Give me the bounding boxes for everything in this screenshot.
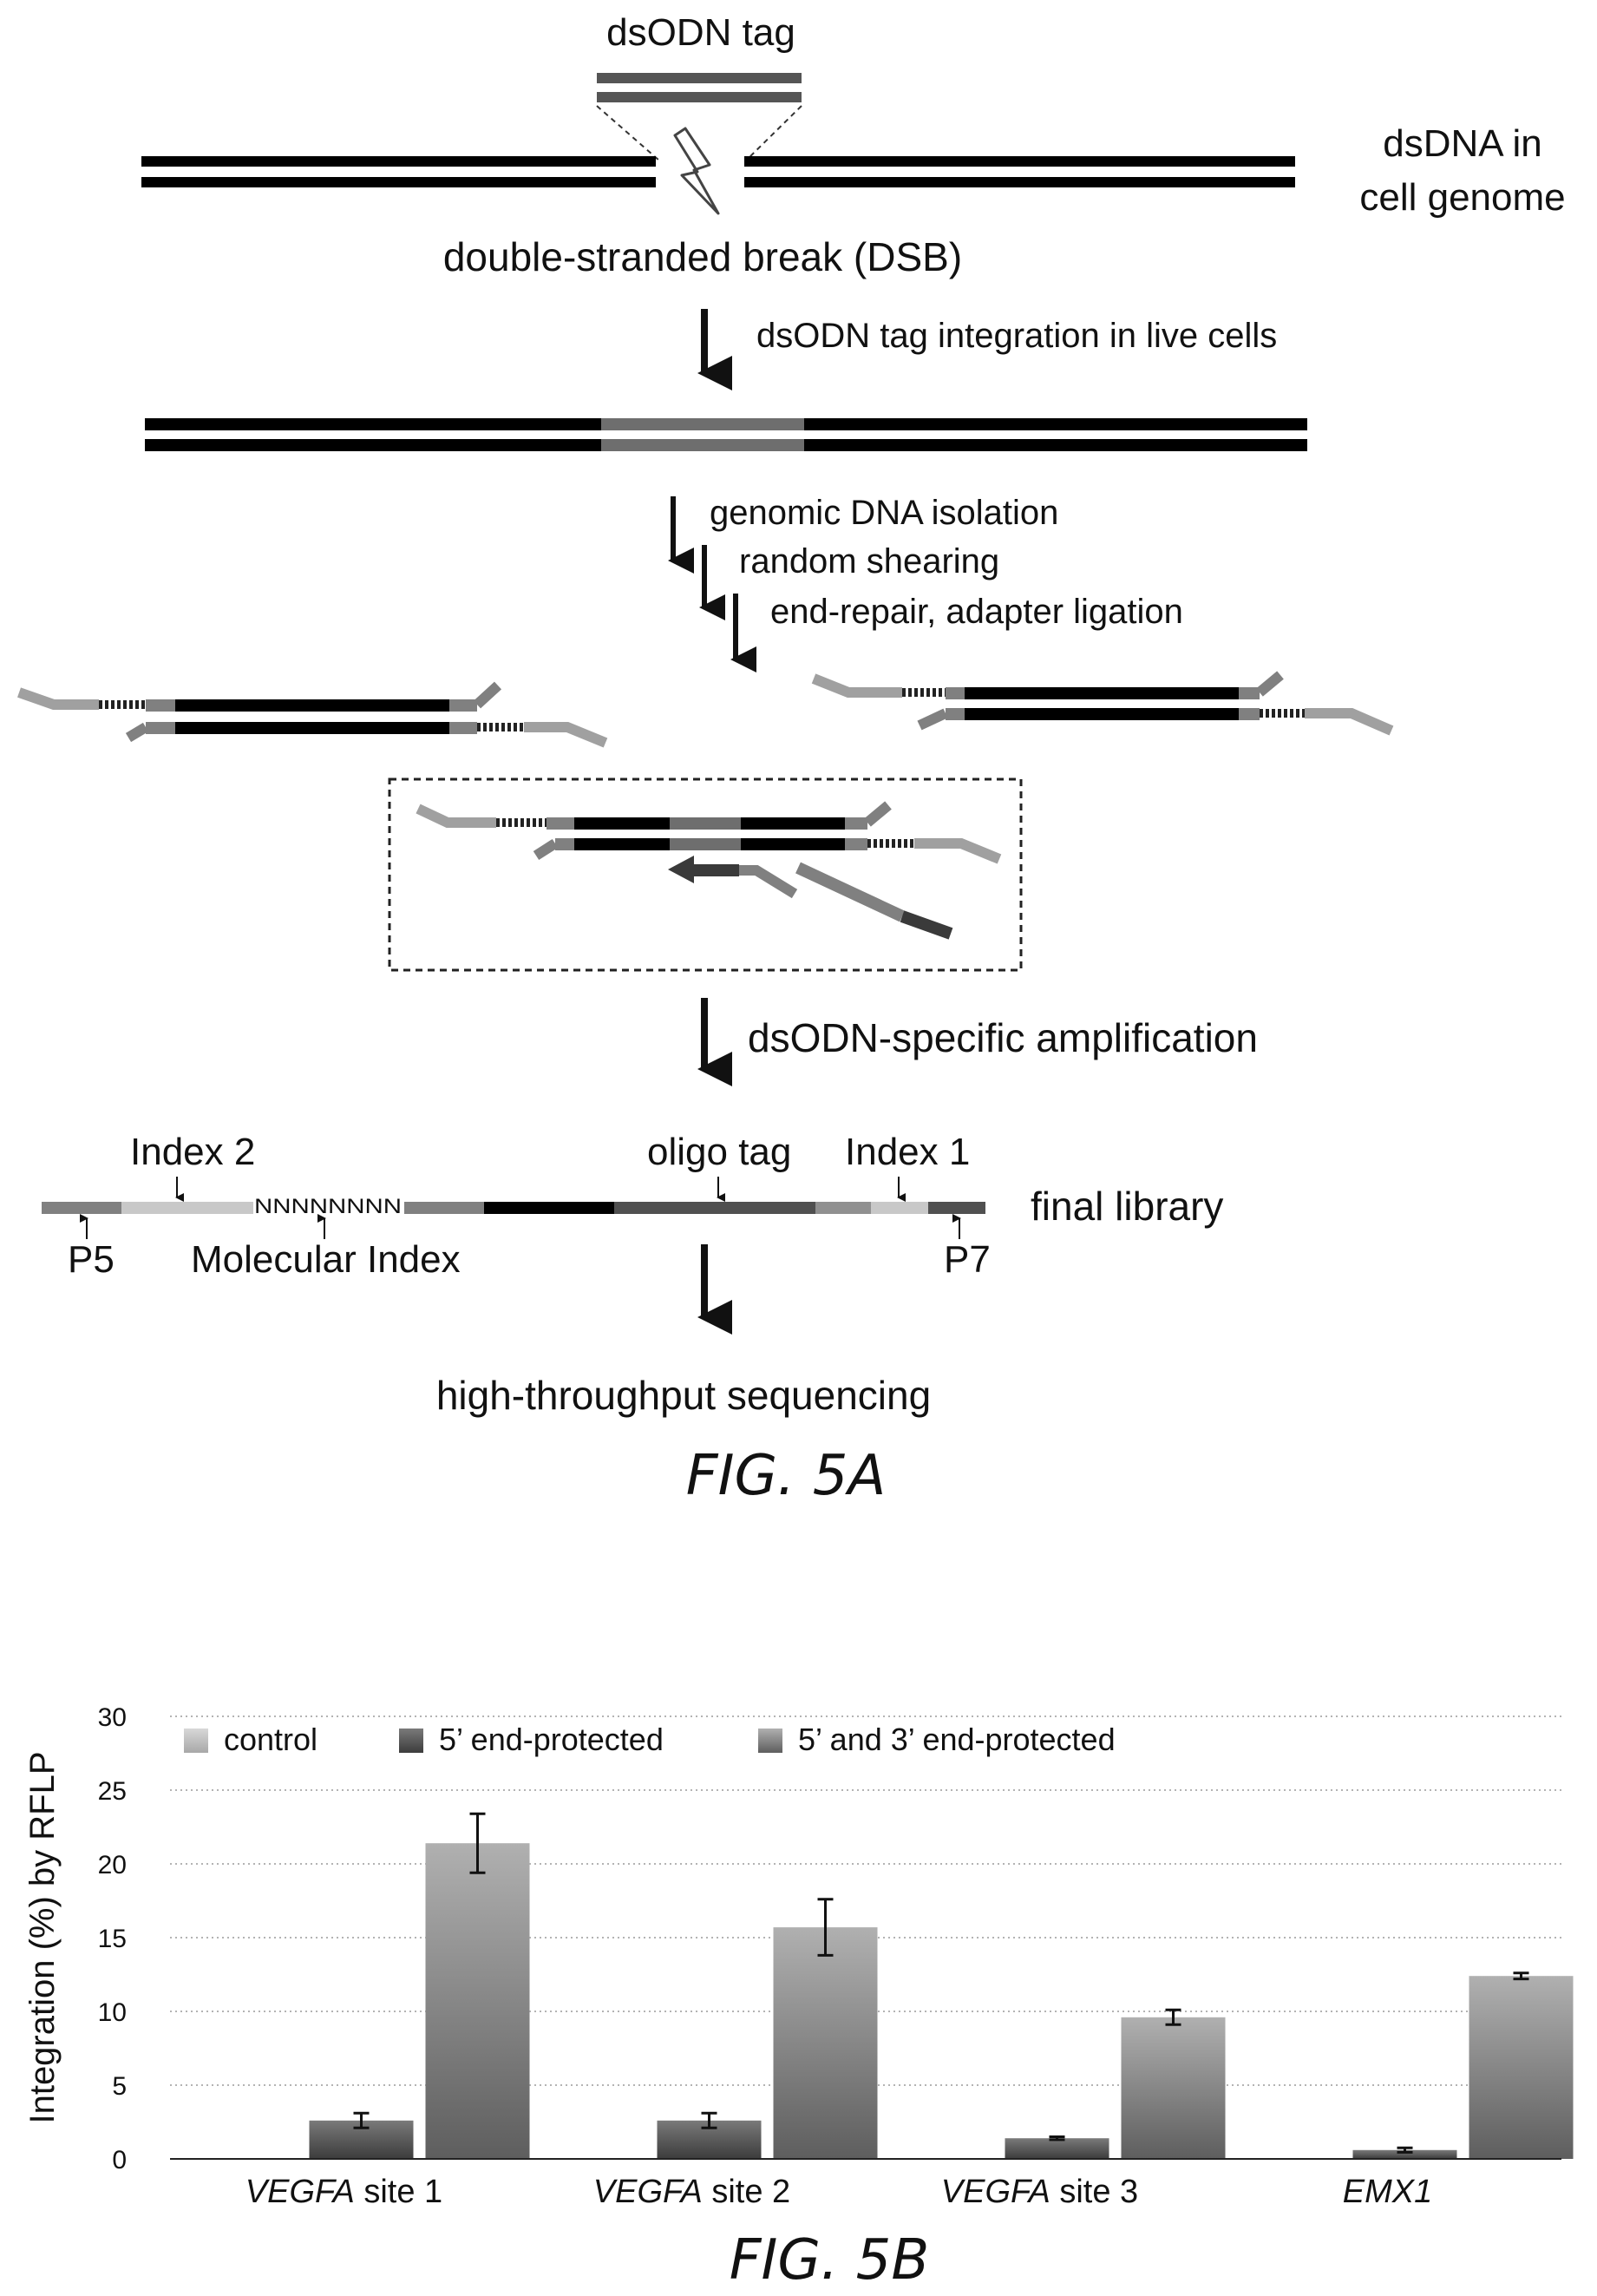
sheared-fragment-right [811, 671, 1394, 736]
integrated-top-strand-right [804, 418, 1307, 430]
tag-insert-line-right [745, 105, 802, 161]
integrated-top-strand-left [145, 418, 601, 430]
step-shearing-label: random shearing [739, 542, 999, 581]
y-tick-label: 5 [112, 2072, 127, 2101]
x-category-label: VEGFA site 2 [593, 2174, 790, 2210]
p5-label: P5 [68, 1238, 115, 1281]
dsodn-tag-label: dsODN tag [606, 11, 795, 54]
bar [1352, 2149, 1457, 2159]
final-library-construct [42, 1202, 985, 1214]
index2-label: Index 2 [130, 1131, 255, 1173]
legend-label: control [224, 1722, 317, 1757]
y-tick-label: 0 [112, 2146, 127, 2175]
step-sequencing-label: high-throughput sequencing [436, 1373, 931, 1418]
legend-swatch [758, 1729, 782, 1753]
bar [1469, 1976, 1574, 2159]
fig-5b-bar-chart: 0 5 10 15 20 25 30 VEGFA site 1 VEGFA site 2 VEG… [23, 1703, 1574, 2210]
x-category-label: VEGFA site 3 [941, 2174, 1138, 2210]
y-tick-label: 30 [98, 1703, 127, 1732]
dsb-label: double-stranded break (DSB) [443, 234, 962, 279]
genome-label-line2: cell genome [1359, 176, 1565, 219]
integrated-bottom-strand-left [145, 439, 601, 451]
sheared-fragment-left [17, 681, 608, 748]
bar [1121, 2017, 1226, 2159]
step-ligation-label: end-repair, adapter ligation [770, 593, 1183, 631]
fig-5a-caption: FIG. 5A [686, 1444, 886, 1508]
x-category-label: EMX1 [1343, 2174, 1432, 2210]
primer-binding-box [388, 777, 1023, 972]
y-tick-label: 20 [98, 1851, 127, 1879]
y-tick-label: 10 [98, 1998, 127, 2027]
bar [773, 1927, 878, 2159]
legend-label: 5’ and 3’ end-protected [798, 1722, 1116, 1757]
dsodn-tag-bottom-strand [597, 92, 802, 102]
genome-left-top-strand [141, 156, 656, 167]
fig-5b-caption: FIG. 5B [730, 2228, 930, 2293]
y-tick-label: 25 [98, 1777, 127, 1806]
legend-label: 5’ end-protected [439, 1722, 664, 1757]
y-tick-label: 15 [98, 1925, 127, 1953]
step-integration-label: dsODN tag integration in live cells [756, 317, 1277, 355]
p7-label: P7 [944, 1238, 991, 1281]
x-category-label: VEGFA site 1 [245, 2174, 442, 2210]
final-library-label: final library [1031, 1184, 1223, 1229]
genome-right-bottom-strand [744, 177, 1295, 187]
integrated-bottom-strand-right [804, 439, 1307, 451]
genome-left-bottom-strand [141, 177, 656, 187]
integrated-top-strand-tag [601, 418, 804, 430]
legend-swatch [399, 1729, 423, 1753]
fig-5a: dsODN tag dsDNA in cell genome double-st… [17, 11, 1566, 1508]
tag-insert-line-left [596, 105, 660, 161]
index1-label: Index 1 [845, 1131, 970, 1173]
oligo-tag-label: oligo tag [647, 1131, 791, 1173]
lightning-icon [673, 127, 720, 215]
bar [1005, 2138, 1109, 2159]
step-isolation-label: genomic DNA isolation [710, 494, 1058, 532]
primer-binding-fragment [416, 801, 1002, 940]
genome-label-line1: dsDNA in [1383, 122, 1541, 165]
step-amplification-label: dsODN-specific amplification [748, 1015, 1258, 1060]
genome-right-top-strand [744, 156, 1295, 167]
y-axis-label: Integration (%) by RFLP [23, 1751, 62, 2123]
integrated-bottom-strand-tag [601, 439, 804, 451]
legend-swatch [184, 1729, 208, 1753]
dsodn-tag-top-strand [597, 73, 802, 83]
nnn-sequence-label: NNNNNNNN [254, 1195, 402, 1218]
bar [425, 1843, 530, 2159]
molecular-index-label: Molecular Index [191, 1238, 461, 1281]
